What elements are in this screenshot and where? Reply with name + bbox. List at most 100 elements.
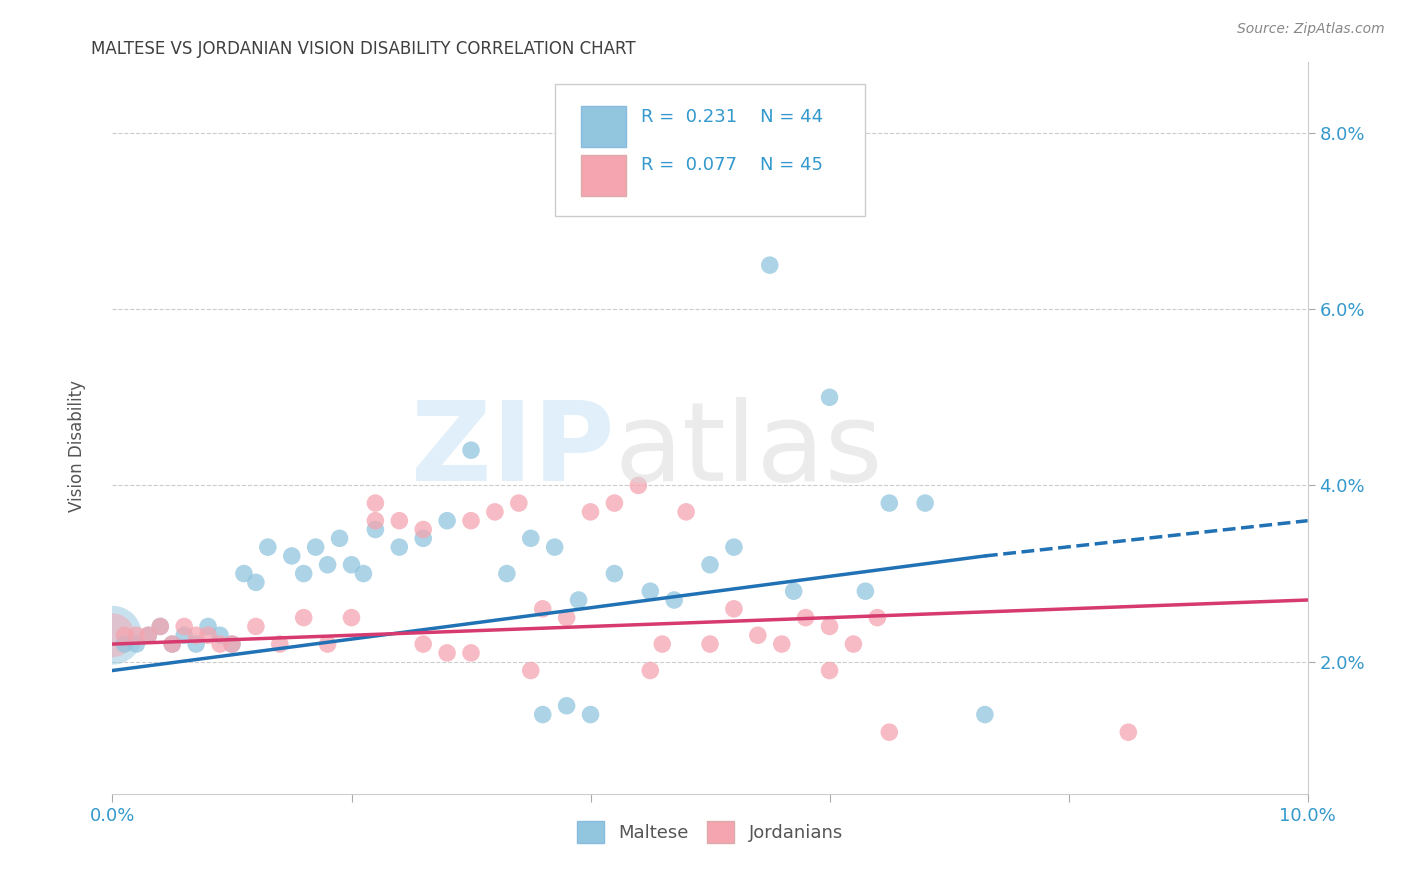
Point [364, 514, 387, 528]
Point [640, 664, 662, 678]
Point [388, 540, 411, 554]
Point [436, 514, 458, 528]
FancyBboxPatch shape [581, 106, 627, 146]
Text: MALTESE VS JORDANIAN VISION DISABILITY CORRELATION CHART: MALTESE VS JORDANIAN VISION DISABILITY C… [91, 40, 636, 58]
Point [197, 628, 219, 642]
Point [914, 496, 936, 510]
Point [555, 698, 578, 713]
Point [101, 628, 124, 642]
Point [138, 628, 160, 642]
Point [412, 523, 434, 537]
Point [149, 619, 172, 633]
Point [783, 584, 806, 599]
FancyBboxPatch shape [581, 155, 627, 195]
Point [162, 637, 183, 651]
Point [640, 584, 662, 599]
Point [1118, 725, 1140, 739]
Point [974, 707, 997, 722]
Point [125, 637, 148, 651]
Point [364, 496, 387, 510]
Point [245, 619, 267, 633]
Point [221, 637, 243, 651]
Point [627, 478, 650, 492]
Point [292, 566, 315, 581]
Text: R =  0.231    N = 44: R = 0.231 N = 44 [641, 108, 823, 126]
Point [186, 628, 208, 642]
Point [759, 258, 782, 272]
Text: ZIP: ZIP [411, 397, 614, 504]
Point [269, 637, 291, 651]
Point [305, 540, 328, 554]
Legend: Maltese, Jordanians: Maltese, Jordanians [569, 814, 851, 851]
Point [162, 637, 183, 651]
Point [675, 505, 697, 519]
Point [186, 637, 208, 651]
Point [531, 602, 554, 616]
Point [579, 505, 602, 519]
FancyBboxPatch shape [554, 85, 866, 216]
Point [664, 593, 686, 607]
Point [138, 628, 160, 642]
Point [316, 558, 339, 572]
Point [412, 531, 434, 545]
Point [842, 637, 865, 651]
Point [699, 558, 721, 572]
Text: R =  0.077    N = 45: R = 0.077 N = 45 [641, 156, 823, 174]
Point [245, 575, 267, 590]
Point [747, 628, 769, 642]
Point [281, 549, 304, 563]
Point [101, 628, 124, 642]
Point [114, 628, 135, 642]
Point [173, 619, 195, 633]
Point [329, 531, 352, 545]
Point [699, 637, 721, 651]
Point [879, 496, 901, 510]
Point [233, 566, 256, 581]
Text: atlas: atlas [614, 397, 883, 504]
Point [879, 725, 901, 739]
Point [353, 566, 375, 581]
Point [603, 566, 626, 581]
Point [125, 628, 148, 642]
Point [855, 584, 877, 599]
Point [520, 531, 543, 545]
Text: Vision Disability: Vision Disability [69, 380, 86, 512]
Point [412, 637, 434, 651]
Point [723, 602, 745, 616]
Point [149, 619, 172, 633]
Point [520, 664, 543, 678]
Point [818, 390, 841, 404]
Point [209, 637, 232, 651]
Point [292, 610, 315, 624]
Point [221, 637, 243, 651]
Point [460, 514, 482, 528]
Point [770, 637, 793, 651]
Point [496, 566, 519, 581]
Point [460, 443, 482, 458]
Point [209, 628, 232, 642]
Point [555, 610, 578, 624]
Point [866, 610, 889, 624]
Point [197, 619, 219, 633]
Point [388, 514, 411, 528]
Point [316, 637, 339, 651]
Point [723, 540, 745, 554]
Point [818, 664, 841, 678]
Point [651, 637, 673, 651]
Text: Source: ZipAtlas.com: Source: ZipAtlas.com [1237, 22, 1385, 37]
Point [568, 593, 591, 607]
Point [257, 540, 280, 554]
Point [543, 540, 565, 554]
Point [818, 619, 841, 633]
Point [508, 496, 530, 510]
Point [436, 646, 458, 660]
Point [484, 505, 506, 519]
Point [460, 646, 482, 660]
Point [364, 523, 387, 537]
Point [531, 707, 554, 722]
Point [173, 628, 195, 642]
Point [340, 610, 363, 624]
Point [603, 496, 626, 510]
Point [340, 558, 363, 572]
Point [579, 707, 602, 722]
